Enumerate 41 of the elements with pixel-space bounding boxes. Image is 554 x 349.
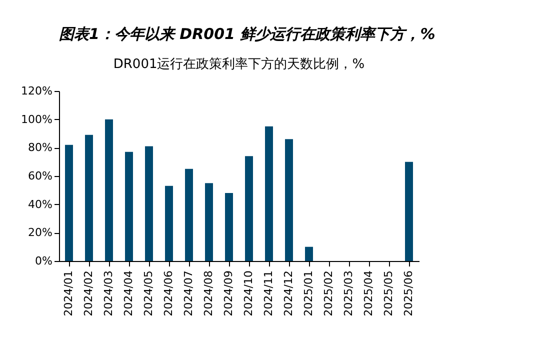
x-tick-label: 2024/10 [242,270,255,316]
y-tick-label: 100% [21,112,52,126]
x-tick-label: 2024/07 [182,270,195,316]
x-tick-label: 2024/04 [122,270,135,316]
x-tick-label: 2024/11 [262,270,275,316]
x-tick-label: 2025/05 [382,270,395,316]
bar [285,139,293,261]
x-tick-label: 2025/02 [322,270,335,316]
bar [265,126,273,261]
bar [65,144,73,261]
x-tick-label: 2025/01 [302,270,315,316]
y-tick-label: 60% [28,170,52,182]
x-tick-label: 2024/06 [162,270,175,316]
x-tick-label: 2024/09 [222,270,235,316]
y-tick-label: 80% [28,141,52,154]
bar [105,119,113,261]
y-tick-label: 120% [21,84,52,98]
x-tick-label: 2025/04 [362,270,375,316]
y-tick-label: 0% [35,254,52,268]
y-tick-label: 40% [28,198,52,211]
x-tick-label: 2025/03 [342,270,355,316]
x-tick-label: 2024/05 [142,270,155,316]
x-tick-label: 2024/02 [82,270,95,316]
x-tick-label: 2024/12 [282,270,295,316]
bar [305,246,313,261]
bar [165,186,173,261]
bar [205,183,213,261]
chart-title: 图表1：今年以来 DR001 鲜少运行在政策利率下方，% [59,25,436,43]
bar [85,134,93,261]
x-tick-label: 2024/01 [62,270,75,316]
bar [185,168,193,261]
bar [125,152,133,261]
y-tick-label: 20% [28,226,52,240]
bar [145,146,153,261]
x-tick-label: 2025/06 [402,270,415,316]
bar [245,156,253,261]
bar [405,162,413,261]
bar [225,193,233,261]
x-tick-label: 2024/08 [202,270,215,316]
chart-subtitle: DR001运行在政策利率下方的天数比例，% [113,56,365,72]
x-tick-label: 2024/03 [102,270,115,316]
